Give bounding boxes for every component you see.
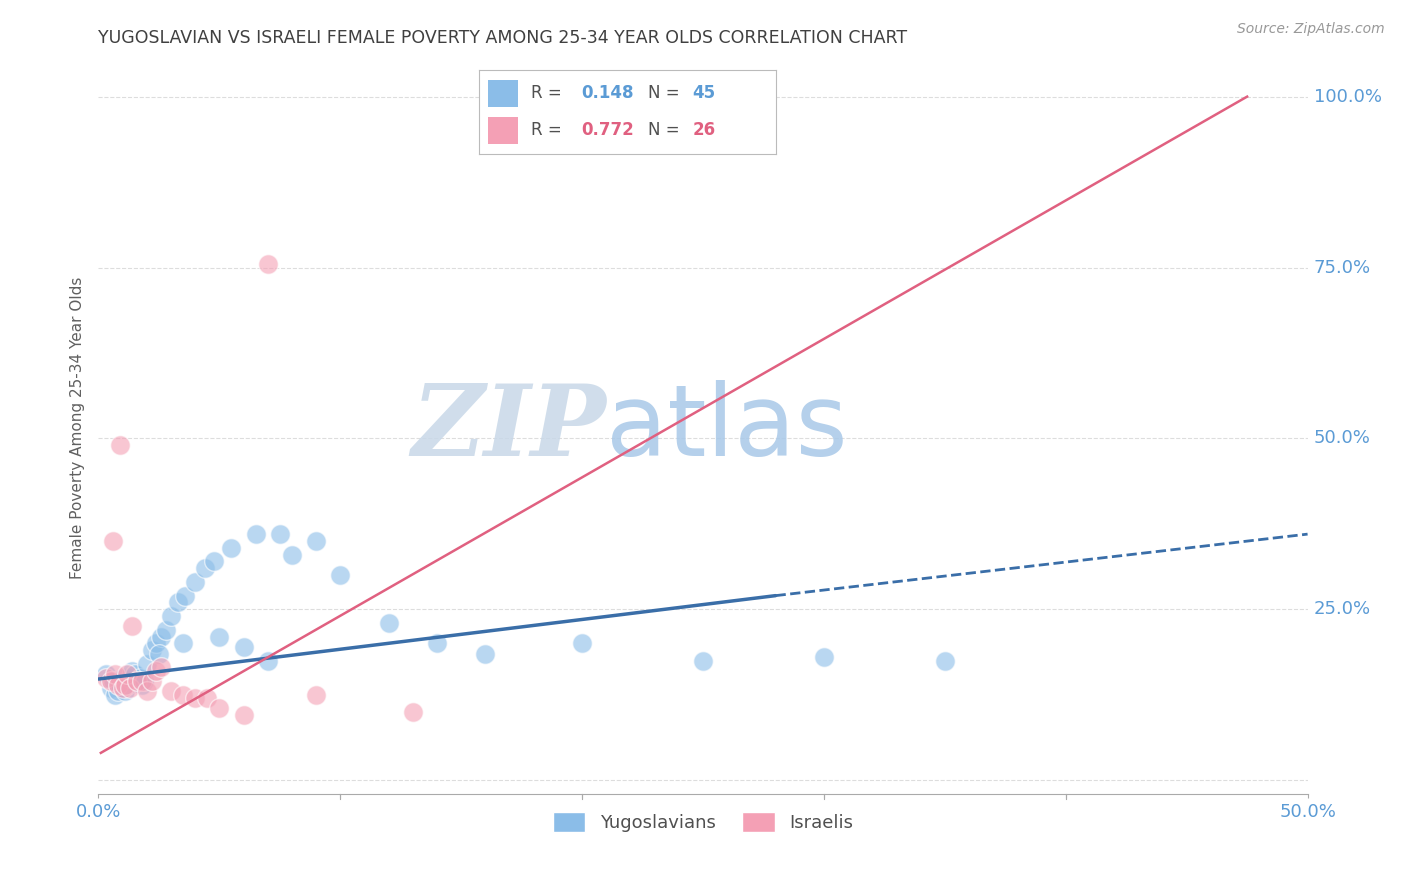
- Point: [141, 674, 163, 689]
- Point: [127, 674, 149, 689]
- Point: [150, 630, 173, 644]
- Point: [934, 654, 956, 668]
- Point: [155, 623, 177, 637]
- Point: [135, 657, 157, 671]
- Point: [172, 688, 194, 702]
- Text: 100.0%: 100.0%: [1313, 87, 1382, 105]
- Point: [134, 674, 156, 689]
- Point: [104, 667, 127, 681]
- Point: [329, 568, 352, 582]
- Point: [148, 647, 170, 661]
- Point: [124, 667, 146, 681]
- Point: [281, 548, 304, 562]
- Point: [571, 636, 593, 650]
- Point: [111, 681, 134, 695]
- Point: [305, 688, 328, 702]
- Text: 50.0%: 50.0%: [1313, 429, 1371, 448]
- Point: [174, 589, 197, 603]
- Point: [184, 574, 207, 589]
- Point: [221, 541, 243, 555]
- Point: [195, 691, 218, 706]
- Point: [118, 681, 141, 695]
- Point: [204, 554, 226, 568]
- Point: [145, 664, 167, 678]
- Point: [305, 533, 328, 548]
- Point: [184, 691, 207, 706]
- Point: [167, 595, 190, 609]
- Point: [111, 671, 134, 685]
- Y-axis label: Female Poverty Among 25-34 Year Olds: Female Poverty Among 25-34 Year Olds: [69, 277, 84, 579]
- Point: [160, 684, 183, 698]
- Point: [127, 674, 149, 689]
- Point: [117, 667, 139, 681]
- Point: [94, 667, 117, 681]
- Point: [160, 609, 183, 624]
- Point: [107, 684, 129, 698]
- Point: [131, 677, 153, 691]
- Point: [101, 533, 124, 548]
- Text: YUGOSLAVIAN VS ISRAELI FEMALE POVERTY AMONG 25-34 YEAR OLDS CORRELATION CHART: YUGOSLAVIAN VS ISRAELI FEMALE POVERTY AM…: [98, 29, 907, 47]
- Point: [118, 671, 141, 685]
- Point: [108, 677, 131, 691]
- Point: [377, 615, 399, 630]
- Point: [104, 688, 127, 702]
- Point: [402, 705, 425, 719]
- Point: [692, 654, 714, 668]
- Point: [813, 650, 835, 665]
- Text: ZIP: ZIP: [412, 380, 606, 476]
- Point: [94, 671, 117, 685]
- Point: [128, 671, 150, 685]
- Point: [208, 701, 231, 715]
- Point: [100, 681, 122, 695]
- Text: 75.0%: 75.0%: [1313, 259, 1371, 277]
- Point: [150, 660, 173, 674]
- Point: [245, 527, 267, 541]
- Point: [141, 643, 163, 657]
- Point: [194, 561, 217, 575]
- Point: [426, 636, 449, 650]
- Text: 25.0%: 25.0%: [1313, 600, 1371, 618]
- Text: atlas: atlas: [606, 380, 848, 476]
- Point: [135, 684, 157, 698]
- Point: [100, 674, 122, 689]
- Point: [232, 708, 254, 723]
- Point: [172, 636, 194, 650]
- Point: [107, 677, 129, 691]
- Point: [474, 647, 496, 661]
- Point: [256, 257, 278, 271]
- Point: [101, 674, 124, 689]
- Point: [121, 664, 143, 678]
- Point: [121, 619, 143, 633]
- Point: [131, 674, 153, 689]
- Legend: Yugoslavians, Israelis: Yugoslavians, Israelis: [546, 805, 860, 839]
- Point: [208, 630, 231, 644]
- Point: [232, 640, 254, 654]
- Point: [114, 677, 136, 691]
- Text: Source: ZipAtlas.com: Source: ZipAtlas.com: [1237, 22, 1385, 37]
- Point: [114, 684, 136, 698]
- Point: [145, 636, 167, 650]
- Point: [108, 438, 131, 452]
- Point: [256, 654, 278, 668]
- Point: [269, 527, 291, 541]
- Point: [117, 677, 139, 691]
